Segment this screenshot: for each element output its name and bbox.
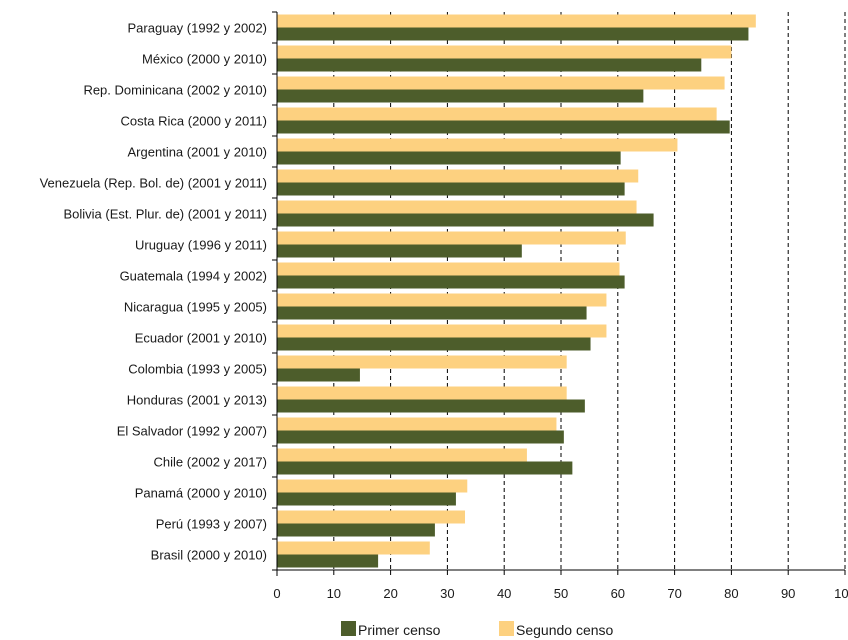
grid-lines — [333, 12, 846, 570]
category-label: Panamá (2000 y 2010) — [135, 486, 267, 501]
legend-label-segundo-censo: Segundo censo — [516, 622, 614, 638]
bar-segundo-censo-peru-1993-y-2007 — [277, 510, 466, 524]
x-tick-label: 30 — [440, 586, 454, 601]
bar-primer-censo-colombia-1993-y-2005 — [277, 368, 360, 382]
bar-segundo-censo-mexico-2000-y-2010 — [277, 45, 732, 59]
bar-segundo-censo-bolivia-est-plur-de-2001-y-2011 — [277, 200, 637, 214]
bar-segundo-censo-nicaragua-1995-y-2005 — [277, 293, 607, 307]
bar-segundo-censo-argentina-2001-y-2010 — [277, 138, 678, 152]
bar-segundo-censo-guatemala-1994-y-2002 — [277, 262, 620, 276]
category-label: Bolivia (Est. Plur. de) (2001 y 2011) — [63, 207, 267, 222]
bar-primer-censo-ecuador-2001-y-2010 — [277, 337, 591, 351]
x-tick-label: 80 — [724, 586, 738, 601]
category-label: Brasil (2000 y 2010) — [151, 548, 267, 563]
legend-swatch-primer-censo — [341, 621, 356, 636]
bar-segundo-censo-honduras-2001-y-2013 — [277, 386, 567, 400]
category-label: Chile (2002 y 2017) — [154, 455, 267, 470]
legend-swatch-segundo-censo — [499, 621, 514, 636]
bar-primer-censo-el-salvador-1992-y-2007 — [277, 430, 564, 444]
bar-primer-censo-guatemala-1994-y-2002 — [277, 275, 625, 289]
bar-segundo-censo-ecuador-2001-y-2010 — [277, 324, 607, 338]
category-label: Paraguay (1992 y 2002) — [128, 21, 267, 36]
x-tick-label: 60 — [611, 586, 625, 601]
bar-primer-censo-paraguay-1992-y-2002 — [277, 27, 749, 41]
category-label: Argentina (2001 y 2010) — [128, 145, 267, 160]
category-label: Perú (1993 y 2007) — [156, 517, 267, 532]
bar-primer-censo-argentina-2001-y-2010 — [277, 151, 621, 165]
x-tick-label: 90 — [781, 586, 795, 601]
x-tick-label: 50 — [554, 586, 568, 601]
legend: Primer censo Segundo censo — [341, 621, 614, 638]
category-label: Venezuela (Rep. Bol. de) (2001 y 2011) — [40, 176, 267, 191]
x-tick-label: 40 — [497, 586, 511, 601]
category-labels: Paraguay (1992 y 2002) México (2000 y 201… — [40, 21, 267, 563]
bar-primer-censo-costa-rica-2000-y-2011 — [277, 120, 730, 134]
bar-primer-censo-venezuela-rep-bol-de-2001-y-2011 — [277, 182, 625, 196]
bar-segundo-censo-colombia-1993-y-2005 — [277, 355, 567, 369]
category-label: Uruguay (1996 y 2011) — [135, 238, 267, 253]
bar-segundo-censo-costa-rica-2000-y-2011 — [277, 107, 717, 121]
bar-primer-censo-uruguay-1996-y-2011 — [277, 244, 522, 258]
bar-primer-censo-nicaragua-1995-y-2005 — [277, 306, 587, 320]
x-tick-label: 100 — [834, 586, 848, 601]
bar-primer-censo-bolivia-est-plur-de-2001-y-2011 — [277, 213, 654, 227]
category-label: Honduras (2001 y 2013) — [127, 393, 267, 408]
bar-segundo-censo-brasil-2000-y-2010 — [277, 541, 430, 555]
category-label: Guatemala (1994 y 2002) — [120, 269, 267, 284]
bar-primer-censo-peru-1993-y-2007 — [277, 523, 435, 537]
bar-segundo-censo-el-salvador-1992-y-2007 — [277, 417, 557, 431]
category-label: El Salvador (1992 y 2007) — [117, 424, 267, 439]
bar-segundo-censo-venezuela-rep-bol-de-2001-y-2011 — [277, 169, 639, 183]
category-label: Nicaragua (1995 y 2005) — [124, 300, 267, 315]
x-tick-label: 70 — [667, 586, 681, 601]
bar-segundo-censo-rep-dominicana-2002-y-2010 — [277, 76, 725, 90]
bars — [277, 14, 756, 568]
x-tick-label: 10 — [327, 586, 341, 601]
category-label: México (2000 y 2010) — [142, 52, 267, 67]
bar-primer-censo-rep-dominicana-2002-y-2010 — [277, 89, 644, 103]
bar-segundo-censo-panama-2000-y-2010 — [277, 479, 468, 493]
bar-primer-censo-panama-2000-y-2010 — [277, 492, 456, 506]
bar-segundo-censo-uruguay-1996-y-2011 — [277, 231, 626, 245]
legend-label-primer-censo: Primer censo — [358, 622, 441, 638]
bar-segundo-censo-paraguay-1992-y-2002 — [277, 14, 756, 28]
x-axis-ticks: 0 10 20 30 40 50 60 70 80 90 100 — [272, 11, 848, 601]
category-label: Colombia (1993 y 2005) — [128, 362, 267, 377]
x-tick-label: 0 — [273, 586, 280, 601]
bar-primer-censo-chile-2002-y-2017 — [277, 461, 573, 475]
category-label: Ecuador (2001 y 2010) — [135, 331, 267, 346]
category-label: Rep. Dominicana (2002 y 2010) — [83, 83, 267, 98]
bar-primer-censo-brasil-2000-y-2010 — [277, 554, 379, 568]
bar-segundo-censo-chile-2002-y-2017 — [277, 448, 527, 462]
x-tick-label: 20 — [383, 586, 397, 601]
bar-primer-censo-mexico-2000-y-2010 — [277, 58, 702, 72]
category-label: Costa Rica (2000 y 2011) — [121, 114, 267, 129]
bar-primer-censo-honduras-2001-y-2013 — [277, 399, 585, 413]
